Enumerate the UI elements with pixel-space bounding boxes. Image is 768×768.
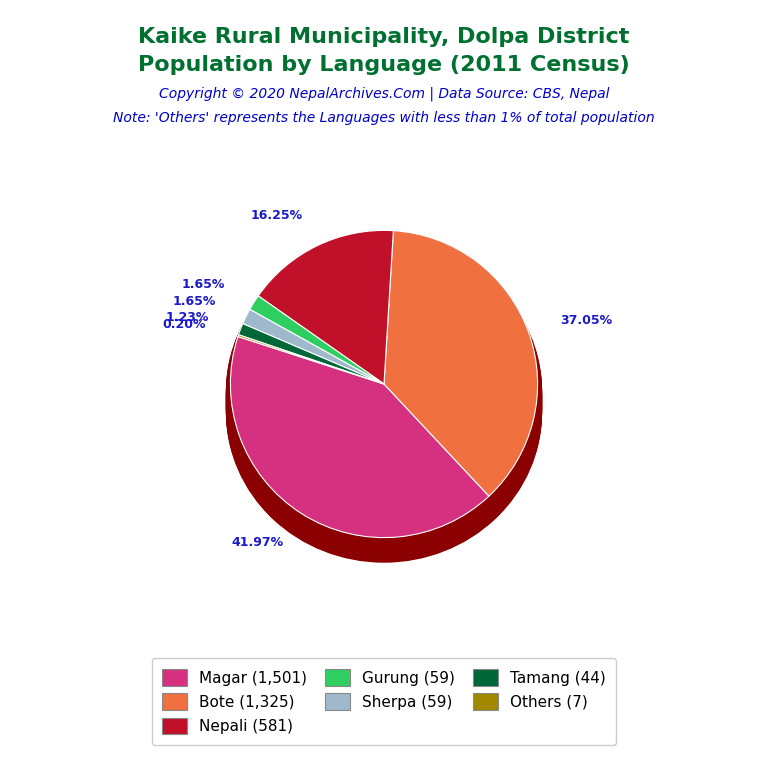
Ellipse shape — [227, 259, 541, 558]
Text: 41.97%: 41.97% — [231, 535, 283, 548]
Text: 37.05%: 37.05% — [561, 314, 612, 327]
Ellipse shape — [227, 245, 541, 545]
Text: Kaike Rural Municipality, Dolpa District: Kaike Rural Municipality, Dolpa District — [138, 27, 630, 47]
Ellipse shape — [227, 242, 541, 541]
Text: Copyright © 2020 NepalArchives.Com | Data Source: CBS, Nepal: Copyright © 2020 NepalArchives.Com | Dat… — [159, 86, 609, 101]
Text: Note: 'Others' represents the Languages with less than 1% of total population: Note: 'Others' represents the Languages … — [113, 111, 655, 125]
Text: 1.23%: 1.23% — [166, 310, 209, 323]
Text: 1.65%: 1.65% — [172, 295, 216, 308]
Ellipse shape — [227, 247, 541, 546]
Ellipse shape — [227, 257, 541, 556]
Ellipse shape — [227, 250, 541, 550]
Text: 16.25%: 16.25% — [250, 209, 303, 222]
Ellipse shape — [227, 249, 541, 548]
Text: 1.65%: 1.65% — [182, 278, 225, 291]
Ellipse shape — [227, 257, 541, 557]
Ellipse shape — [227, 251, 541, 551]
Wedge shape — [230, 336, 489, 538]
Text: Population by Language (2011 Census): Population by Language (2011 Census) — [138, 55, 630, 75]
Wedge shape — [258, 230, 393, 384]
Wedge shape — [250, 296, 384, 384]
Wedge shape — [238, 335, 384, 384]
Ellipse shape — [227, 248, 541, 548]
Ellipse shape — [227, 255, 541, 554]
Text: 0.20%: 0.20% — [163, 319, 206, 332]
Ellipse shape — [227, 263, 541, 562]
Ellipse shape — [227, 243, 541, 542]
Ellipse shape — [227, 260, 541, 560]
Legend: Magar (1,501), Bote (1,325), Nepali (581), Gurung (59), Sherpa (59), Tamang (44): Magar (1,501), Bote (1,325), Nepali (581… — [151, 658, 617, 745]
Wedge shape — [239, 323, 384, 384]
Ellipse shape — [227, 261, 541, 561]
Wedge shape — [384, 230, 538, 496]
Ellipse shape — [227, 254, 541, 554]
Ellipse shape — [227, 244, 541, 544]
Ellipse shape — [227, 253, 541, 552]
Wedge shape — [243, 310, 384, 384]
